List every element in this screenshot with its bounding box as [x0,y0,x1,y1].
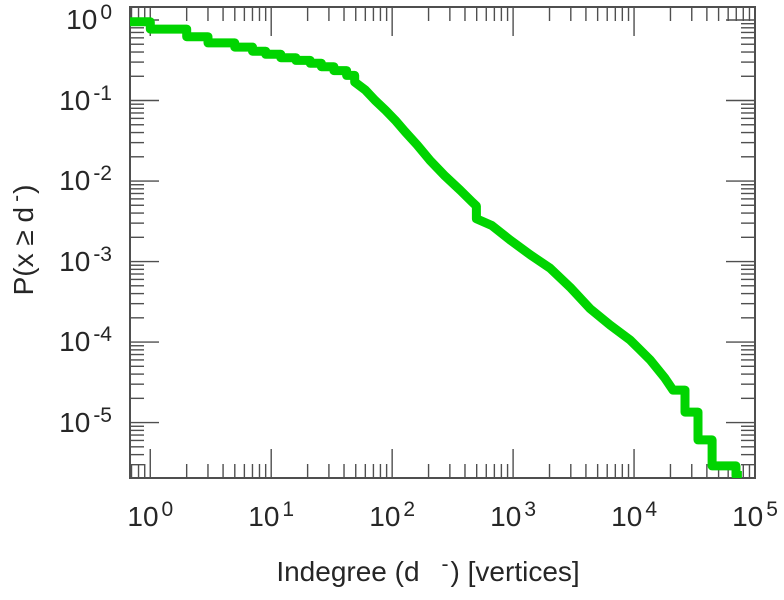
x-tick-label: 10 1 [248,498,295,532]
y-tick-label: 10 -2 [59,162,112,196]
plot-border [129,6,756,479]
superscript-minus: - [441,553,449,576]
y-tick-label-exponent: -5 [93,403,112,427]
x-tick-label-exponent: 5 [766,498,778,521]
y-tick-label-exponent: -2 [93,162,112,185]
y-tick-label-exponent: -4 [93,323,112,347]
x-axis-title: Indegree (d -) [vertices] [276,553,580,587]
x-tick-label-exponent: 3 [524,498,537,521]
y-tick-label: 10 -4 [59,323,112,358]
x-tick-label-exponent: 4 [645,498,658,521]
x-tick-label: 10 5 [732,498,778,532]
y-tick-label: 10 0 [66,1,112,35]
x-tick-label-exponent: 0 [161,498,174,521]
y-tick-label: 10 -1 [59,81,112,116]
y-axis-title: P(x ≥ d-) [5,184,39,296]
y-tick-label: 10 -5 [59,403,112,438]
x-tick-label: 10 4 [611,498,658,532]
x-tick-label: 10 0 [127,498,174,532]
y-tick-label-exponent: -3 [93,242,112,266]
y-tick-label-exponent: 0 [100,1,112,24]
y-tick-label: 10 -3 [59,242,112,277]
superscript-minus: - [5,194,28,202]
x-tick-label: 10 2 [369,498,416,532]
y-tick-label-exponent: -1 [93,81,112,105]
ccdf-curve [130,17,742,478]
x-tick-label-exponent: 2 [403,498,416,521]
x-tick-label: 10 3 [490,498,537,532]
x-tick-label-exponent: 1 [282,498,295,521]
